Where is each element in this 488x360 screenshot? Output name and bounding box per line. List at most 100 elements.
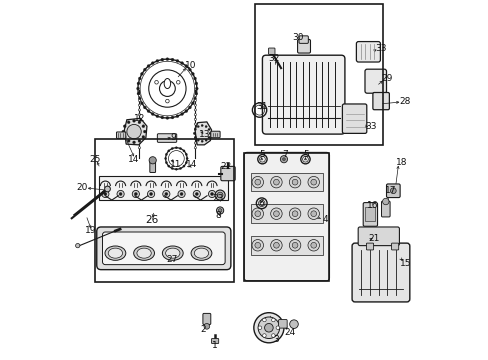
Circle shape: [194, 132, 196, 135]
Circle shape: [156, 59, 159, 62]
FancyBboxPatch shape: [149, 160, 155, 172]
Circle shape: [138, 132, 140, 135]
Circle shape: [149, 193, 152, 195]
FancyBboxPatch shape: [366, 243, 373, 250]
Circle shape: [273, 179, 279, 185]
Circle shape: [276, 326, 279, 329]
Circle shape: [178, 190, 185, 198]
Text: 21: 21: [368, 234, 379, 243]
FancyBboxPatch shape: [356, 41, 380, 62]
Ellipse shape: [133, 246, 154, 260]
Circle shape: [171, 167, 173, 170]
Circle shape: [204, 126, 207, 128]
Circle shape: [258, 326, 261, 329]
Text: 27: 27: [166, 255, 177, 264]
Circle shape: [197, 139, 199, 141]
Circle shape: [292, 211, 297, 217]
Circle shape: [136, 87, 139, 90]
Circle shape: [175, 147, 177, 149]
Circle shape: [132, 141, 135, 144]
Bar: [244, 153, 328, 281]
Circle shape: [126, 125, 141, 139]
Circle shape: [280, 156, 287, 163]
Circle shape: [201, 140, 203, 142]
Bar: [250, 173, 323, 192]
FancyBboxPatch shape: [244, 152, 329, 281]
FancyBboxPatch shape: [363, 203, 377, 226]
Circle shape: [194, 118, 196, 121]
Circle shape: [307, 176, 319, 188]
Circle shape: [194, 95, 196, 97]
Circle shape: [271, 334, 275, 337]
Circle shape: [289, 208, 300, 220]
Text: 23: 23: [211, 194, 223, 203]
Circle shape: [188, 106, 191, 109]
Circle shape: [138, 139, 141, 142]
Circle shape: [191, 72, 194, 75]
Circle shape: [258, 317, 279, 338]
Circle shape: [138, 128, 140, 130]
Circle shape: [184, 110, 187, 113]
Circle shape: [195, 87, 198, 90]
Circle shape: [188, 68, 191, 71]
Circle shape: [140, 72, 143, 75]
Circle shape: [264, 323, 273, 332]
Polygon shape: [124, 118, 147, 145]
Circle shape: [193, 132, 195, 134]
Text: 5: 5: [303, 150, 308, 159]
Text: 16: 16: [366, 201, 378, 210]
Circle shape: [270, 176, 282, 188]
Circle shape: [194, 109, 196, 111]
Circle shape: [154, 81, 158, 84]
Circle shape: [147, 190, 154, 198]
Circle shape: [183, 165, 184, 167]
Text: 9: 9: [169, 133, 175, 142]
Circle shape: [273, 211, 279, 217]
Circle shape: [176, 115, 179, 118]
FancyBboxPatch shape: [97, 227, 230, 270]
Text: 22: 22: [220, 162, 231, 171]
Circle shape: [193, 97, 196, 100]
Circle shape: [123, 125, 126, 128]
Circle shape: [165, 99, 169, 103]
Circle shape: [165, 117, 168, 120]
Circle shape: [176, 81, 180, 84]
Circle shape: [185, 153, 187, 156]
Bar: [250, 204, 323, 223]
Circle shape: [194, 136, 196, 138]
FancyBboxPatch shape: [391, 243, 398, 250]
Circle shape: [254, 179, 260, 185]
Circle shape: [207, 129, 210, 131]
Text: 8: 8: [215, 211, 221, 220]
Circle shape: [195, 82, 197, 85]
FancyBboxPatch shape: [102, 232, 224, 265]
Text: 24: 24: [284, 328, 295, 337]
Circle shape: [176, 59, 179, 62]
Ellipse shape: [191, 246, 211, 260]
Polygon shape: [195, 122, 211, 145]
Circle shape: [382, 198, 388, 205]
Text: 33: 33: [375, 44, 386, 53]
Circle shape: [119, 193, 122, 195]
Text: 25: 25: [89, 155, 100, 164]
Text: 14: 14: [185, 160, 197, 169]
Circle shape: [156, 115, 159, 118]
Text: 14: 14: [128, 155, 140, 164]
Circle shape: [161, 58, 163, 61]
Ellipse shape: [105, 246, 125, 260]
Circle shape: [289, 239, 300, 251]
Circle shape: [138, 95, 140, 97]
Circle shape: [193, 190, 200, 198]
Ellipse shape: [194, 248, 208, 258]
Circle shape: [165, 162, 167, 164]
Circle shape: [262, 334, 265, 337]
Circle shape: [183, 150, 184, 152]
Circle shape: [207, 136, 210, 138]
FancyBboxPatch shape: [157, 134, 176, 142]
Circle shape: [138, 137, 140, 139]
Circle shape: [273, 242, 279, 248]
Text: 1: 1: [212, 341, 218, 350]
Circle shape: [147, 64, 150, 67]
Text: 10: 10: [184, 62, 196, 71]
Circle shape: [254, 242, 260, 248]
